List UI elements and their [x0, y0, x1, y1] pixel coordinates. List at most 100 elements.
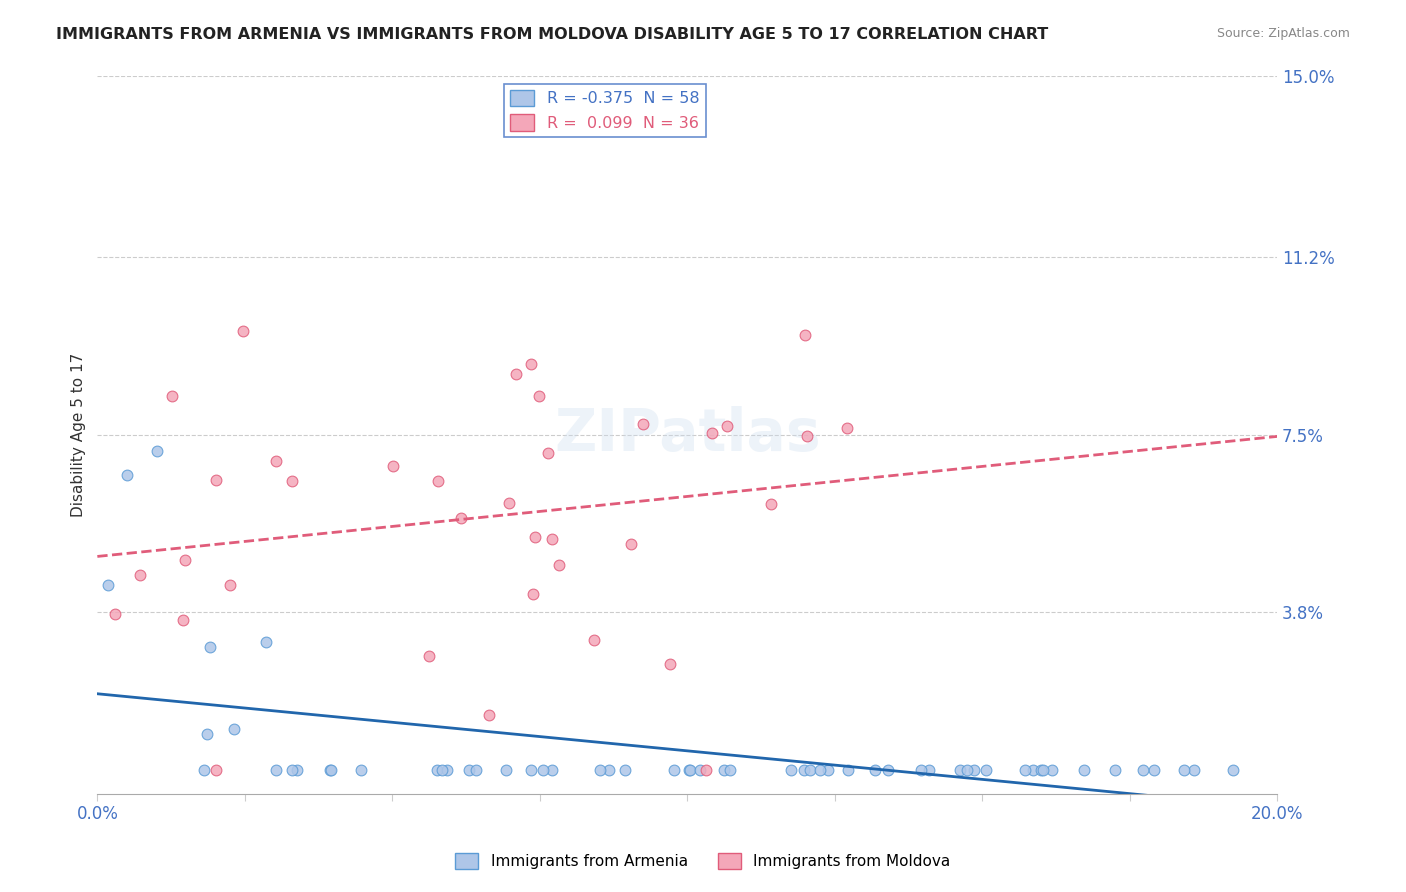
Point — [478, 707, 501, 722]
Point — [172, 613, 194, 627]
Point — [1142, 763, 1164, 777]
Point — [498, 496, 520, 510]
Point — [146, 443, 169, 458]
Point — [450, 511, 472, 525]
Point — [796, 429, 818, 443]
Point — [1073, 763, 1095, 777]
Point — [319, 763, 342, 777]
Text: Source: ZipAtlas.com: Source: ZipAtlas.com — [1216, 27, 1350, 40]
Point — [541, 763, 564, 777]
Point — [264, 453, 287, 467]
Point — [195, 727, 218, 741]
Point — [1032, 763, 1054, 777]
Point — [716, 419, 738, 434]
Point — [254, 635, 277, 649]
Point — [1132, 763, 1154, 777]
Point — [382, 459, 405, 474]
Point — [1014, 763, 1036, 777]
Point — [495, 763, 517, 777]
Point — [799, 763, 821, 777]
Point — [436, 763, 458, 777]
Text: IMMIGRANTS FROM ARMENIA VS IMMIGRANTS FROM MOLDOVA DISABILITY AGE 5 TO 17 CORREL: IMMIGRANTS FROM ARMENIA VS IMMIGRANTS FR… — [56, 27, 1049, 42]
Point — [285, 763, 308, 777]
Point — [794, 328, 817, 343]
Point — [129, 567, 152, 582]
Point — [115, 467, 138, 482]
Point — [531, 763, 554, 777]
Point — [662, 763, 685, 777]
Point — [598, 763, 620, 777]
Point — [1104, 763, 1126, 777]
Point — [281, 763, 304, 777]
Y-axis label: Disability Age 5 to 17: Disability Age 5 to 17 — [72, 352, 86, 516]
Legend: Immigrants from Armenia, Immigrants from Moldova: Immigrants from Armenia, Immigrants from… — [450, 847, 956, 875]
Legend: R = -0.375  N = 58, R =  0.099  N = 36: R = -0.375 N = 58, R = 0.099 N = 36 — [503, 84, 706, 137]
Point — [519, 357, 541, 371]
Point — [910, 763, 932, 777]
Point — [589, 763, 612, 777]
Point — [713, 763, 735, 777]
Point — [876, 763, 898, 777]
Point — [658, 657, 681, 671]
Point — [193, 763, 215, 777]
Point — [718, 763, 741, 777]
Point — [1173, 763, 1195, 777]
Point — [1040, 763, 1063, 777]
Point — [689, 763, 711, 777]
Point — [222, 722, 245, 736]
Point — [974, 763, 997, 777]
Point — [1182, 763, 1205, 777]
Point — [349, 763, 371, 777]
Point — [678, 763, 700, 777]
Point — [695, 763, 717, 777]
Point — [700, 425, 723, 440]
Point — [232, 324, 254, 338]
Point — [1022, 763, 1045, 777]
Point — [620, 536, 643, 550]
Point — [540, 532, 562, 546]
Point — [426, 763, 449, 777]
Point — [949, 763, 972, 777]
Point — [160, 389, 183, 403]
Point — [837, 421, 859, 435]
Point — [457, 763, 479, 777]
Point — [962, 763, 984, 777]
Point — [200, 640, 222, 654]
Point — [583, 632, 606, 647]
Point — [759, 497, 782, 511]
Point — [103, 607, 125, 621]
Point — [614, 763, 637, 777]
Point — [1029, 763, 1052, 777]
Point — [218, 578, 240, 592]
Point — [793, 763, 815, 777]
Point — [319, 763, 342, 777]
Point — [464, 763, 486, 777]
Point — [918, 763, 941, 777]
Point — [418, 649, 440, 664]
Text: ZIPatlas: ZIPatlas — [554, 406, 821, 463]
Point — [1222, 763, 1244, 777]
Point — [780, 763, 803, 777]
Point — [173, 553, 195, 567]
Point — [817, 763, 839, 777]
Point — [529, 389, 551, 403]
Point — [97, 578, 120, 592]
Point — [522, 587, 544, 601]
Point — [523, 530, 546, 544]
Point — [537, 446, 560, 460]
Point — [519, 763, 541, 777]
Point — [679, 763, 702, 777]
Point — [808, 763, 831, 777]
Point — [204, 473, 226, 487]
Point — [264, 763, 287, 777]
Point — [205, 763, 228, 777]
Point — [281, 474, 304, 488]
Point — [631, 417, 654, 432]
Point — [426, 474, 449, 488]
Point — [430, 763, 453, 777]
Point — [956, 763, 979, 777]
Point — [505, 368, 527, 382]
Point — [863, 763, 886, 777]
Point — [547, 558, 569, 572]
Point — [837, 763, 859, 777]
